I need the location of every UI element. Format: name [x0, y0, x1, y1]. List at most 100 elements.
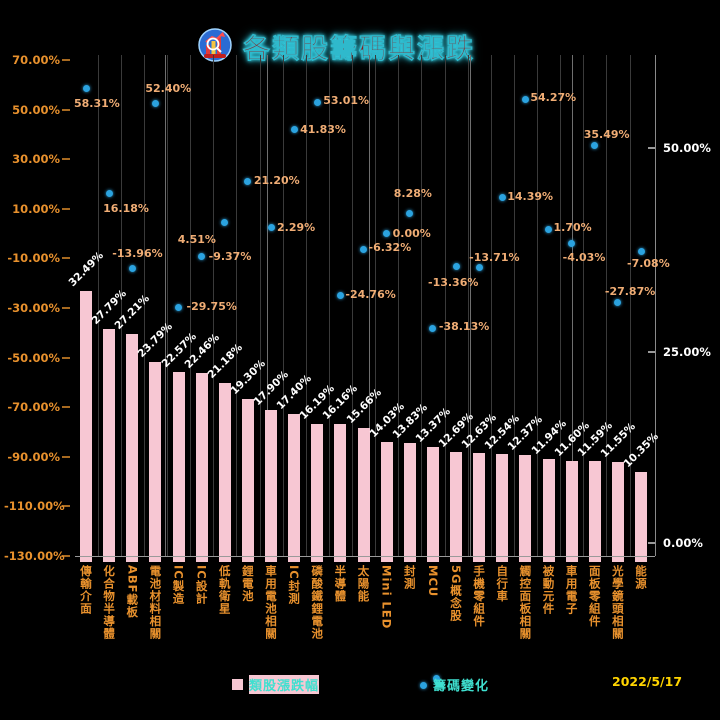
left-axis-tick-label: 10.00%	[12, 201, 60, 216]
right-axis-tick	[648, 147, 655, 149]
gridline-minor	[213, 55, 215, 556]
scatter-dot	[383, 230, 391, 238]
title-bar: 各類股籌碼與漲跌	[0, 0, 720, 70]
scatter-dot	[105, 189, 113, 197]
bar	[542, 458, 555, 562]
right-axis-tick	[648, 542, 655, 544]
gridline-minor	[629, 55, 631, 556]
left-axis-tick	[62, 108, 70, 111]
bar	[241, 398, 254, 562]
dot-value-label: 14.39%	[507, 189, 554, 203]
dot-value-label: 21.20%	[253, 174, 300, 188]
left-axis-tick	[62, 307, 70, 309]
bar	[103, 329, 116, 562]
gridline-minor	[444, 55, 446, 556]
category-label: 封測	[402, 565, 417, 590]
left-axis-tick-label: -90.00%	[7, 449, 60, 464]
scatter-dot	[151, 100, 159, 108]
gridline-major	[165, 55, 166, 556]
bar	[473, 452, 486, 562]
gridline-minor	[398, 55, 400, 556]
dot-value-label: 1.70%	[553, 221, 592, 235]
category-label: 磷酸鐵鋰電池	[310, 565, 325, 640]
left-axis-tick	[62, 356, 70, 359]
gridline-minor	[328, 55, 330, 556]
category-label: 光學鏡頭相關	[610, 565, 625, 640]
right-axis-tick-label: 0.00%	[663, 536, 703, 550]
gridline-major	[369, 55, 370, 556]
category-label: 手機零組件	[472, 565, 487, 628]
gridline-major	[572, 55, 573, 556]
category-label: Mini LED	[379, 565, 394, 630]
left-axis-tick-label: -110.00%	[4, 499, 65, 514]
gridline-minor	[375, 55, 377, 556]
left-axis-tick-label: -130.00%	[4, 549, 65, 563]
bar	[635, 471, 647, 562]
scatter-dot	[429, 324, 437, 332]
dot-value-label: -24.76%	[345, 288, 396, 301]
legend-dot-icon	[420, 682, 427, 689]
legend-bar-label: 類股漲跌幅	[249, 675, 320, 694]
dot-value-label: 52.40%	[145, 81, 192, 95]
right-axis-line	[655, 55, 656, 556]
dot-value-label: -9.37%	[208, 249, 252, 263]
dot-value-label: -13.96%	[112, 247, 163, 261]
scatter-dot	[336, 291, 344, 299]
scatter-dot	[452, 263, 460, 271]
gridline-minor	[190, 55, 192, 556]
gridline-minor	[236, 55, 238, 556]
gridline-minor	[583, 55, 585, 556]
category-label: 被動元件	[541, 565, 556, 615]
bar	[496, 453, 509, 562]
category-label: 5G概念股	[449, 565, 463, 622]
left-axis-tick	[62, 406, 70, 409]
bar	[565, 461, 578, 562]
gridline-minor	[282, 55, 284, 556]
left-axis-tick-label: 50.00%	[12, 102, 60, 117]
bar	[519, 455, 532, 562]
category-label: 面板零組件	[587, 565, 602, 628]
scatter-dot	[498, 194, 506, 202]
scatter-dot	[221, 218, 229, 226]
bar	[288, 414, 301, 562]
dot-value-label: 16.18%	[103, 202, 149, 216]
category-label: 太陽能	[356, 565, 371, 603]
bar	[611, 461, 624, 562]
category-label: 半導體	[333, 565, 348, 603]
left-axis-tick-label: 30.00%	[12, 152, 60, 167]
dot-value-label: -27.87%	[604, 284, 656, 298]
gridline-minor	[421, 55, 423, 556]
category-label: 觸控面板相關	[518, 565, 533, 640]
scatter-dot	[637, 247, 645, 255]
dot-value-label: -38.13%	[438, 320, 490, 334]
bar-value-label: 32.49%	[66, 249, 106, 289]
category-label: IC封測	[287, 565, 302, 605]
scatter-dot	[360, 245, 367, 253]
scatter-dot	[82, 85, 90, 93]
legend-bar-swatch	[232, 679, 243, 690]
gridline-minor	[352, 55, 353, 556]
left-axis-tick	[62, 257, 70, 260]
dot-value-label: 4.51%	[177, 233, 216, 247]
bar	[172, 371, 185, 562]
bar	[149, 361, 162, 562]
dot-value-label: -4.03%	[562, 250, 606, 264]
category-label: 鋰電池	[240, 565, 255, 603]
bar	[265, 409, 277, 562]
category-label: 自行車	[495, 565, 510, 603]
gridline-minor	[490, 55, 492, 556]
left-axis-tick	[62, 207, 70, 210]
category-label: 能源	[634, 565, 648, 590]
scatter-dot	[545, 225, 552, 233]
dot-value-label: 53.01%	[323, 94, 370, 108]
scatter-dot	[591, 142, 599, 150]
bar	[450, 452, 462, 562]
legend-dot-label: 籌碼變化	[433, 675, 488, 694]
dot-value-label: -7.08%	[627, 257, 670, 271]
bar	[195, 372, 208, 562]
dot-value-label: 8.28%	[393, 187, 432, 201]
category-label: IC製造	[171, 565, 186, 605]
scatter-dot	[614, 299, 622, 307]
gridline-minor	[537, 55, 538, 556]
